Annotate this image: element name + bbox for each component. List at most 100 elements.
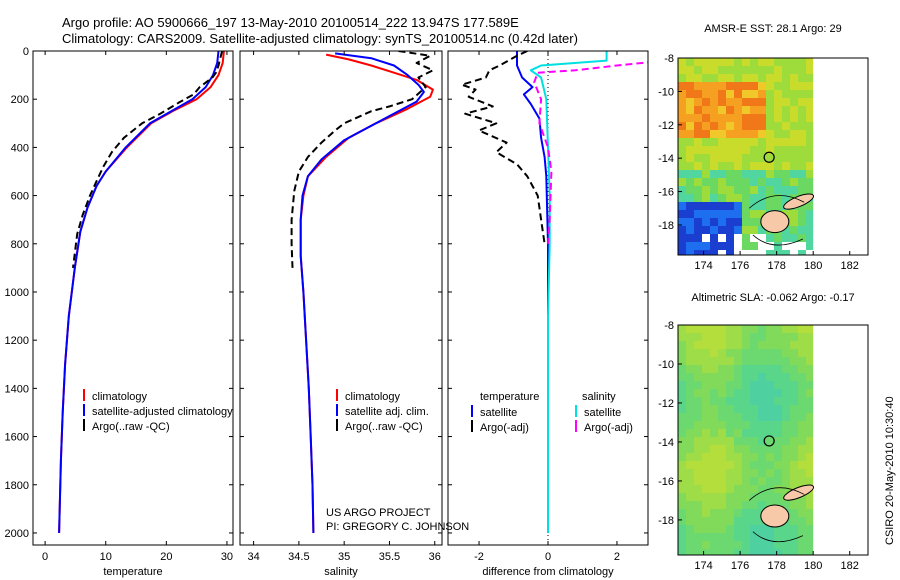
map-cell bbox=[790, 501, 798, 509]
credit-line1: US ARGO PROJECT bbox=[326, 507, 431, 519]
map-cell bbox=[718, 122, 726, 130]
map-cell bbox=[702, 389, 710, 397]
map-cell bbox=[758, 389, 766, 397]
map-cell bbox=[742, 373, 750, 381]
map-cell bbox=[750, 509, 758, 517]
x-tick-label: 36 bbox=[429, 551, 441, 563]
map-cell bbox=[678, 98, 686, 106]
x-tick-label: 178 bbox=[767, 260, 785, 272]
map-cell bbox=[742, 365, 750, 373]
map-cell bbox=[742, 509, 750, 517]
map-cell bbox=[750, 453, 758, 461]
map-cell bbox=[798, 389, 806, 397]
map-cell bbox=[766, 461, 774, 469]
map-cell bbox=[798, 74, 806, 82]
map-cell bbox=[686, 517, 694, 525]
map-cell bbox=[710, 106, 718, 114]
map-cell bbox=[790, 389, 798, 397]
map-cell bbox=[726, 154, 734, 162]
map-cell bbox=[774, 477, 782, 485]
map-cell bbox=[758, 421, 766, 429]
map-cell bbox=[702, 413, 710, 421]
x-tick-label: 10 bbox=[100, 551, 112, 563]
map-cell bbox=[678, 194, 686, 202]
map-cell bbox=[710, 122, 718, 130]
map-cell bbox=[782, 429, 790, 437]
map-cell bbox=[702, 365, 710, 373]
map-cell bbox=[774, 122, 782, 130]
map-cell bbox=[742, 349, 750, 357]
map-cell bbox=[694, 509, 702, 517]
map-cell bbox=[694, 525, 702, 533]
map-cell bbox=[678, 517, 686, 525]
map-cell bbox=[790, 469, 798, 477]
map-cell bbox=[678, 82, 686, 90]
map-cell bbox=[678, 525, 686, 533]
map-cell bbox=[742, 413, 750, 421]
y-tick-label: 1200 bbox=[5, 335, 29, 347]
map-cell bbox=[694, 138, 702, 146]
map-cell bbox=[734, 525, 742, 533]
map-cell bbox=[686, 130, 694, 138]
map-cell bbox=[790, 130, 798, 138]
map-cell bbox=[718, 485, 726, 493]
map-cell bbox=[798, 533, 806, 541]
y-tick-label: -14 bbox=[658, 153, 674, 165]
x-tick-label: 35.5 bbox=[379, 551, 400, 563]
series-line-1-3 bbox=[72, 51, 224, 269]
map-cell bbox=[686, 389, 694, 397]
map-cell bbox=[742, 437, 750, 445]
map-cell bbox=[790, 445, 798, 453]
map-cell bbox=[766, 325, 774, 333]
y-tick-label: -18 bbox=[658, 220, 674, 232]
map-cell bbox=[806, 445, 814, 453]
map-cell bbox=[734, 349, 742, 357]
map-cell bbox=[782, 58, 790, 66]
argo-position-marker bbox=[763, 435, 775, 447]
map-cell bbox=[686, 98, 694, 106]
map-cell bbox=[766, 130, 774, 138]
map-cell bbox=[710, 525, 718, 533]
map-cell bbox=[806, 146, 814, 154]
map-cell bbox=[790, 381, 798, 389]
map-cell bbox=[734, 154, 742, 162]
map-cell bbox=[766, 341, 774, 349]
map-cell bbox=[694, 242, 702, 250]
panel-frame bbox=[239, 50, 443, 546]
map-cell bbox=[782, 365, 790, 373]
map-cell bbox=[766, 242, 774, 250]
map-cell bbox=[806, 373, 814, 381]
map-cell bbox=[758, 122, 766, 130]
map-cell bbox=[718, 154, 726, 162]
map-cell bbox=[798, 437, 806, 445]
map-cell bbox=[694, 357, 702, 365]
map-cell bbox=[726, 122, 734, 130]
map-cell bbox=[686, 333, 694, 341]
map-cell bbox=[742, 461, 750, 469]
x-axis-label: temperature bbox=[103, 566, 162, 578]
map-cell bbox=[742, 325, 750, 333]
map-cell bbox=[686, 509, 694, 517]
map-cell bbox=[694, 493, 702, 501]
map-cell bbox=[694, 373, 702, 381]
map-panel-sla: Altimetric SLA: -0.062 Argo: -0.17 174 176… bbox=[658, 292, 869, 572]
map-cell bbox=[806, 333, 814, 341]
map-cell bbox=[766, 82, 774, 90]
map-cell bbox=[790, 178, 798, 186]
map-cell bbox=[694, 90, 702, 98]
map-cell bbox=[798, 413, 806, 421]
y-tick-label: 2000 bbox=[5, 528, 29, 540]
map-cell bbox=[734, 501, 742, 509]
map-cell bbox=[758, 469, 766, 477]
map-cell bbox=[782, 469, 790, 477]
map-cell bbox=[734, 445, 742, 453]
map-cell bbox=[718, 477, 726, 485]
map-cell bbox=[806, 74, 814, 82]
map-cell bbox=[750, 226, 758, 234]
map-title: AMSR-E SST: 28.1 Argo: 29 bbox=[704, 23, 842, 35]
map-cell bbox=[766, 477, 774, 485]
map-cell bbox=[726, 186, 734, 194]
map-cell bbox=[718, 82, 726, 90]
map-cell bbox=[742, 250, 750, 255]
map-cell bbox=[734, 413, 742, 421]
